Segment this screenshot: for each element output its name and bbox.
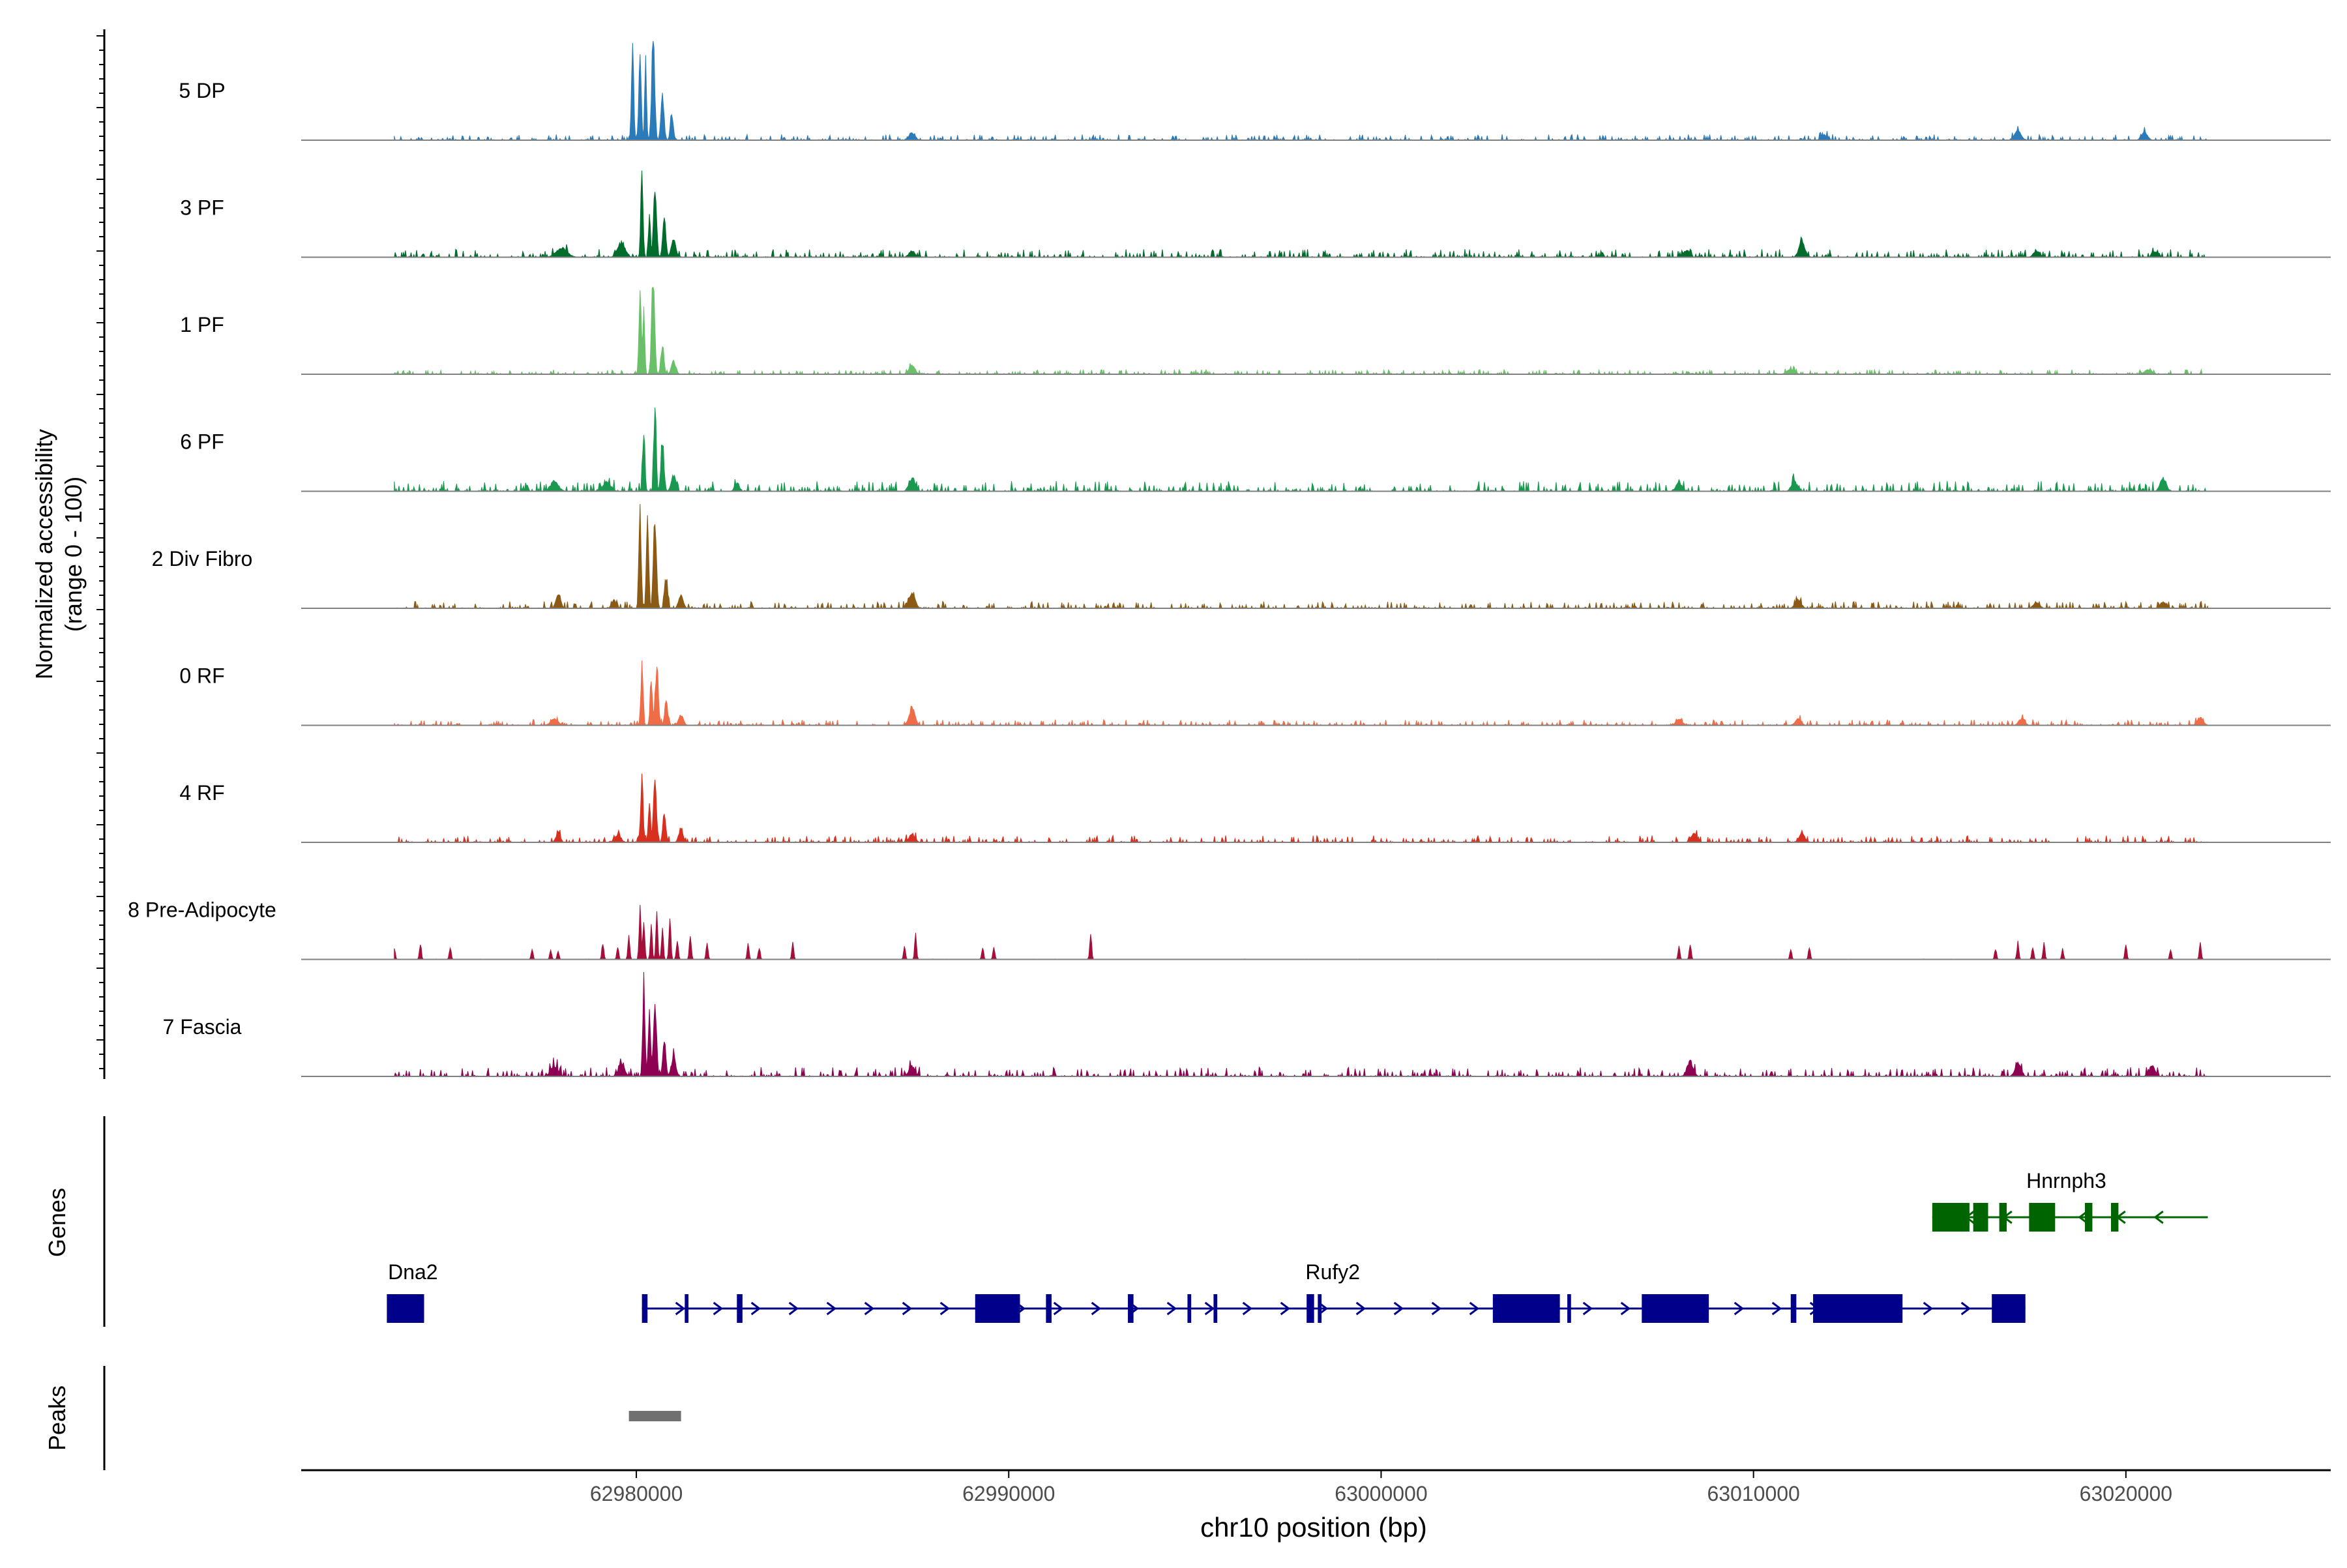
strand-chevron: [1280, 1301, 1291, 1316]
x-axis-title: chr10 position (bp): [1200, 1512, 1427, 1543]
track-0-rf: 0 RF: [179, 660, 2331, 727]
strand-chevron: [1204, 1301, 1215, 1316]
gene-exon: [2085, 1203, 2093, 1232]
track-7-fascia: 7 Fascia: [163, 971, 2331, 1078]
gene-exon: [1813, 1294, 1903, 1323]
gene-name: Rufy2: [1305, 1260, 1360, 1284]
strand-chevron: [713, 1301, 724, 1316]
gene-exon: [1790, 1294, 1797, 1323]
track-label: 6 PF: [180, 430, 224, 454]
gene-exon: [1128, 1294, 1134, 1323]
gene-exon: [1973, 1203, 1988, 1232]
gene-exon: [1046, 1294, 1052, 1323]
y-axis-label-line1: Normalized accessibility: [31, 429, 57, 679]
gene-exon: [1999, 1203, 2007, 1232]
gene-exon: [1668, 1294, 1687, 1323]
track-8-pre-adipocyte: 8 Pre-Adipocyte: [128, 898, 2331, 960]
strand-chevron: [864, 1301, 875, 1316]
gene-exon: [1213, 1294, 1218, 1323]
strand-chevron: [1469, 1301, 1480, 1316]
peak-regions: [628, 1411, 681, 1421]
gene-exon: [2110, 1203, 2119, 1232]
gene-exon: [975, 1294, 1020, 1323]
x-tick-label: 63000000: [1335, 1482, 1427, 1505]
track-label: 5 DP: [179, 79, 225, 102]
track-6-pf: 6 PF: [180, 407, 2331, 493]
x-tick-label: 62990000: [962, 1482, 1055, 1505]
strand-chevron: [750, 1301, 761, 1316]
track-label: 1 PF: [180, 313, 224, 336]
strand-chevron: [788, 1301, 799, 1316]
gene-exon: [2029, 1203, 2056, 1232]
gene-exon: [685, 1294, 689, 1323]
strand-chevron: [1053, 1301, 1064, 1316]
x-axis-ticks: 62980000 62990000 63000000 63010000 63020000: [590, 1470, 2172, 1505]
x-tick-label: 62980000: [590, 1482, 683, 1505]
strand-chevron: [1960, 1301, 1971, 1316]
strand-chevron: [826, 1301, 837, 1316]
gene-exon: [1697, 1294, 1705, 1323]
y-axis-label-line2: (range 0 - 100): [60, 477, 87, 632]
track-label: 7 Fascia: [163, 1015, 242, 1039]
strand-chevron: [1091, 1301, 1102, 1316]
gene-exon: [1187, 1294, 1192, 1323]
strand-chevron: [1620, 1301, 1631, 1316]
track-1-pf: 1 PF: [180, 286, 2331, 376]
strand-chevron: [1242, 1301, 1253, 1316]
strand-chevron: [902, 1301, 913, 1316]
coverage-y-ticks: [96, 35, 104, 1069]
gene-exon: [387, 1294, 424, 1323]
x-tick-label: 63020000: [2080, 1482, 2172, 1505]
strand-chevron: [1166, 1301, 1177, 1316]
track-3-pf: 3 PF: [180, 170, 2331, 259]
track-label: 0 RF: [179, 664, 224, 688]
gene-exon: [737, 1294, 743, 1323]
genes-track-label: Genes: [44, 1188, 70, 1257]
gene-exon: [1306, 1294, 1314, 1323]
gene-hnrnph3: Hnrnph3: [1932, 1169, 2208, 1232]
gene-exon: [642, 1294, 648, 1323]
gene-exon: [1567, 1294, 1571, 1323]
strand-chevron: [2153, 1210, 2164, 1224]
gene-name: Dna2: [388, 1260, 438, 1284]
track-label: 3 PF: [180, 196, 224, 220]
gene-exon: [1318, 1294, 1322, 1323]
gene-rufy2: Rufy2: [642, 1260, 2026, 1323]
gene-annotations: Dna2 Rufy2 Hnrnph3: [387, 1169, 2208, 1323]
gene-name: Hnrnph3: [2026, 1169, 2106, 1192]
peaks-track-label: Peaks: [44, 1385, 70, 1451]
gene-exon: [1992, 1294, 2026, 1323]
x-tick-label: 63010000: [1707, 1482, 1799, 1505]
gene-exon: [1932, 1203, 1970, 1232]
strand-chevron: [1734, 1301, 1745, 1316]
track-2-div-fibro: 2 Div Fibro: [152, 503, 2331, 610]
strand-chevron: [1923, 1301, 1934, 1316]
strand-chevron: [1771, 1301, 1782, 1316]
strand-chevron: [675, 1301, 686, 1316]
track-label: 4 RF: [179, 781, 224, 805]
track-label: 2 Div Fibro: [152, 547, 253, 570]
strand-chevron: [2078, 1210, 2088, 1224]
track-4-rf: 4 RF: [179, 773, 2331, 844]
strand-chevron: [1582, 1301, 1593, 1316]
strand-chevron: [1355, 1301, 1366, 1316]
track-label: 8 Pre-Adipocyte: [128, 898, 276, 922]
peak-region: [628, 1411, 681, 1421]
gene-dna2: Dna2: [387, 1260, 438, 1323]
strand-chevron: [939, 1301, 951, 1316]
strand-chevron: [1393, 1301, 1404, 1316]
gene-exon: [1492, 1294, 1560, 1323]
strand-chevron: [1431, 1301, 1442, 1316]
coverage-tracks: 5 DP 3 PF 1 PF 6 PF 2 Div Fibro 0 RF 4 RF 8 Pre…: [128, 40, 2331, 1078]
track-5-dp: 5 DP: [179, 40, 2331, 141]
